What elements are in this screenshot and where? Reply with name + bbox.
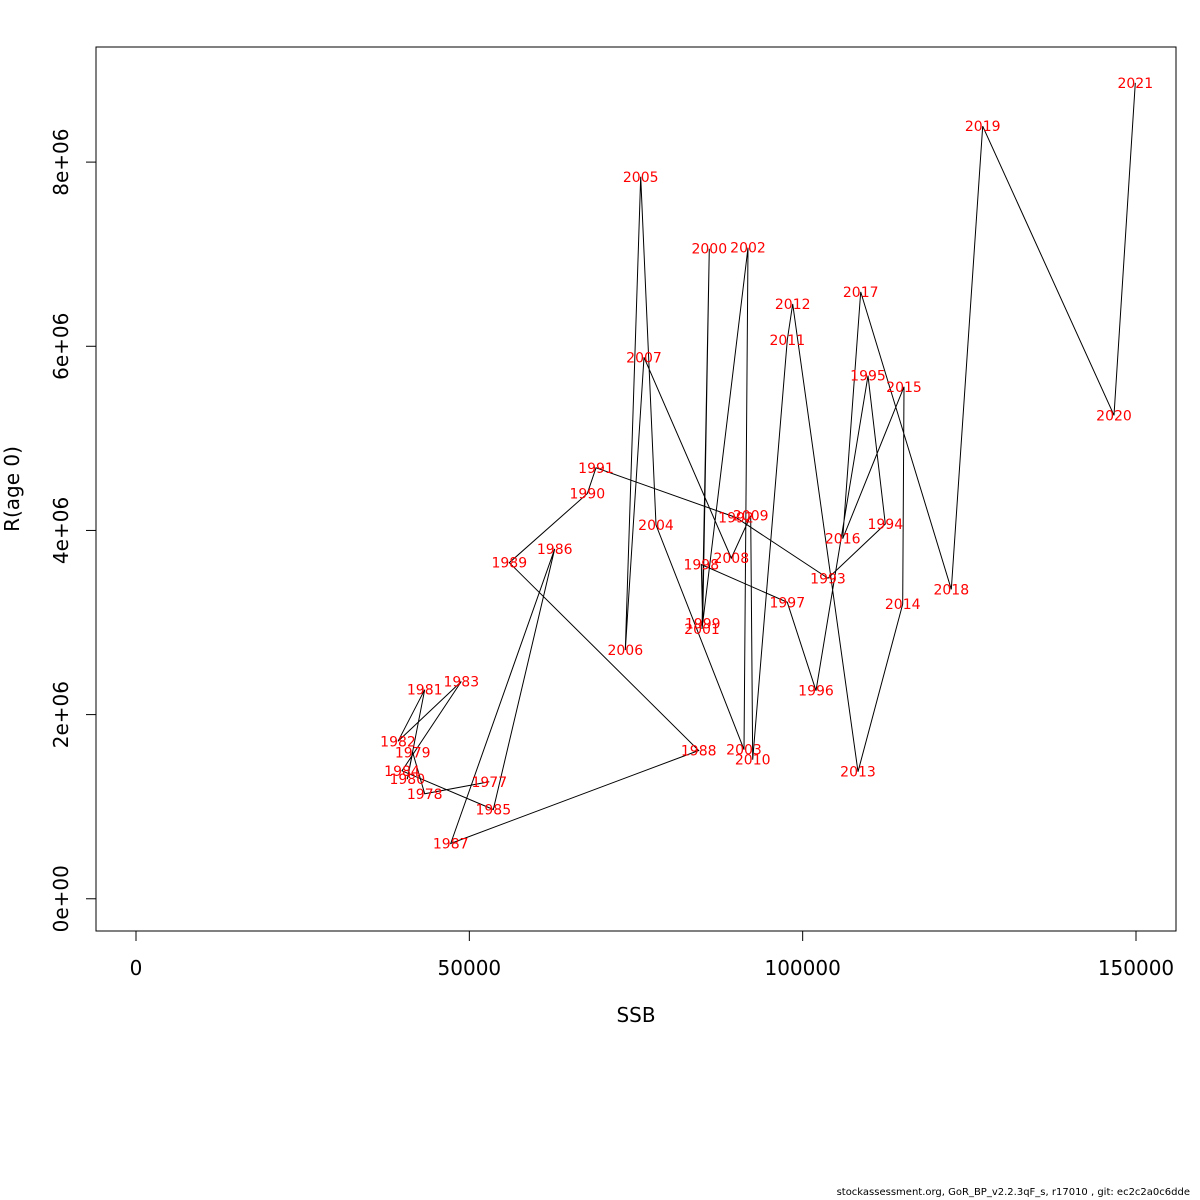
y-tick-label: 6e+06 (49, 313, 73, 380)
year-label-1989: 1989 (491, 556, 527, 572)
year-label-2021: 2021 (1117, 76, 1153, 92)
year-labels: 1977 1978 1979 1980 1981 1982 1983 1984 1985 1986… (380, 76, 1153, 853)
year-label-2011: 2011 (769, 333, 805, 349)
y-axis: 0e+00 2e+06 4e+06 6e+06 8e+06 (49, 128, 97, 932)
x-tick-label: 50000 (438, 956, 502, 980)
year-label-1994: 1994 (867, 517, 903, 533)
year-label-1993: 1993 (810, 571, 846, 587)
year-label-1996: 1996 (798, 684, 834, 700)
year-label-2019: 2019 (965, 119, 1001, 135)
year-label-1991: 1991 (578, 461, 614, 477)
year-label-2005: 2005 (623, 170, 659, 186)
year-label-2004: 2004 (638, 518, 674, 534)
year-label-1990: 1990 (569, 487, 605, 503)
year-label-1983: 1983 (443, 675, 479, 691)
x-tick-label: 100000 (764, 956, 840, 980)
year-label-1987: 1987 (433, 837, 469, 853)
y-tick-label: 2e+06 (49, 681, 73, 748)
year-label-2003: 2003 (726, 743, 762, 759)
year-label-1992: 1992 (718, 511, 754, 527)
year-label-1998: 1998 (683, 558, 719, 574)
year-label-2010: 2010 (735, 753, 771, 769)
year-label-1978: 1978 (407, 787, 443, 803)
year-label-1997: 1997 (769, 595, 805, 611)
year-label-2007: 2007 (626, 350, 662, 366)
footer-credit: stockassessment.org, GoR_BP_v2.2.3qF_s, … (836, 1187, 1190, 1198)
y-axis-title: R(age 0) (0, 446, 24, 532)
year-label-2018: 2018 (933, 582, 969, 598)
year-label-1980: 1980 (389, 772, 425, 788)
year-label-2009: 2009 (733, 509, 769, 525)
year-label-1988: 1988 (681, 744, 717, 760)
series-connecting-line (397, 82, 1136, 845)
year-label-2016: 2016 (825, 532, 861, 548)
x-tick-label: 0 (130, 956, 143, 980)
year-label-2012: 2012 (775, 297, 811, 313)
year-label-1979: 1979 (395, 745, 431, 761)
year-label-2013: 2013 (840, 765, 876, 781)
y-tick-label: 8e+06 (49, 128, 73, 195)
year-label-2001: 2001 (684, 622, 720, 638)
year-label-1985: 1985 (475, 803, 511, 819)
year-label-1977: 1977 (471, 775, 507, 791)
x-axis: 0 50000 100000 150000 (130, 930, 1174, 980)
year-label-1995: 1995 (850, 369, 886, 385)
year-label-2006: 2006 (607, 643, 643, 659)
year-label-2015: 2015 (886, 380, 922, 396)
x-axis-title: SSB (616, 1003, 655, 1027)
year-label-2002: 2002 (730, 241, 766, 257)
year-label-2008: 2008 (713, 551, 749, 567)
year-label-2017: 2017 (843, 285, 879, 301)
y-tick-label: 4e+06 (49, 497, 73, 564)
year-label-1982: 1982 (380, 734, 416, 750)
x-tick-label: 150000 (1098, 956, 1174, 980)
year-label-1986: 1986 (537, 542, 573, 558)
year-label-1981: 1981 (407, 683, 443, 699)
year-label-1984: 1984 (384, 764, 420, 780)
year-label-2000: 2000 (691, 242, 727, 258)
y-tick-label: 0e+00 (49, 865, 73, 932)
year-label-2014: 2014 (885, 597, 921, 613)
year-label-2020: 2020 (1096, 408, 1132, 424)
year-label-1999: 1999 (685, 616, 721, 632)
